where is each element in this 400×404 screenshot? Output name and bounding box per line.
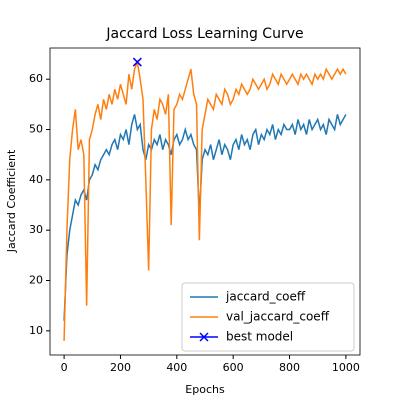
legend-label: jaccard_coeff (225, 290, 306, 304)
series-line (63, 59, 347, 341)
legend-label: best model (226, 330, 293, 344)
x-axis-label: Epochs (185, 383, 225, 396)
best-model-marker (132, 57, 142, 67)
y-tick-label: 20 (29, 274, 43, 287)
y-tick-label: 60 (29, 72, 43, 85)
series-line (63, 114, 347, 321)
y-tick-label: 40 (29, 173, 43, 186)
y-axis-label: Jaccard Coefficient (5, 149, 18, 253)
chart-title: Jaccard Loss Learning Curve (105, 26, 303, 42)
legend-marker (199, 332, 209, 342)
y-tick-label: 30 (29, 223, 43, 236)
plot-frame (49, 47, 361, 356)
x-tick-label: 600 (223, 361, 244, 374)
x-tick-label: 400 (166, 361, 187, 374)
x-tick-label: 0 (61, 361, 68, 374)
x-tick-label: 1000 (332, 361, 360, 374)
legend-box (181, 282, 355, 352)
x-tick-label: 800 (279, 361, 300, 374)
y-tick-label: 10 (29, 324, 43, 337)
y-tick-label: 50 (29, 123, 43, 136)
legend-label: val_jaccard_coeff (226, 310, 330, 324)
x-tick-label: 200 (110, 361, 131, 374)
